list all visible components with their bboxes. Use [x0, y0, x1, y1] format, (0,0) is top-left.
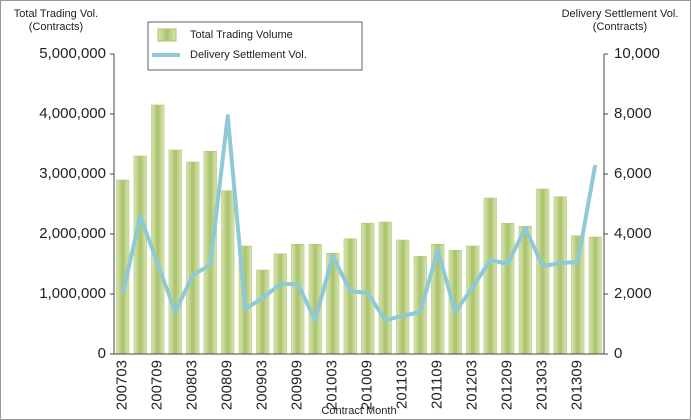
bar	[273, 253, 287, 355]
bar	[466, 245, 480, 355]
y2-tick-label: 2,000	[614, 285, 652, 302]
y-label: Total Trading Vol.	[14, 8, 98, 20]
y2-label: Delivery Settlement Vol.	[562, 8, 679, 20]
bar	[221, 190, 235, 355]
y2-label: (Contracts)	[593, 21, 647, 33]
y-tick-label: 3,000,000	[39, 165, 106, 182]
x-tick-label: 201009	[359, 360, 376, 410]
x-tick-label: 200909	[289, 360, 306, 410]
bar	[588, 236, 602, 355]
bar	[151, 104, 165, 355]
x-tick-label: 201109	[429, 360, 446, 409]
x-tick-label: 200809	[219, 360, 236, 410]
bar	[133, 155, 147, 355]
x-tick-label: 200703	[114, 360, 131, 410]
y2-tick-label: 6,000	[614, 165, 652, 182]
bar	[396, 239, 410, 355]
y-tick-label: 0	[98, 345, 106, 362]
y-tick-label: 4,000,000	[39, 105, 106, 122]
legend-label: Total Trading Volume	[190, 29, 293, 41]
bar	[553, 196, 567, 355]
x-label: Contract Month	[321, 405, 396, 417]
x-tick-label: 201309	[569, 360, 586, 410]
bar	[518, 225, 532, 355]
y2-tick-label: 0	[614, 345, 622, 362]
bar	[186, 161, 200, 355]
x-tick-label: 201003	[324, 360, 341, 410]
y2-tick-label: 8,000	[614, 105, 652, 122]
legend-label: Delivery Settlement Vol.	[190, 49, 307, 61]
x-tick-label: 201209	[499, 360, 516, 410]
bar	[291, 243, 305, 355]
y-tick-label: 1,000,000	[39, 285, 106, 302]
y2-tick-label: 4,000	[614, 225, 652, 242]
y-label: (Contracts)	[29, 21, 83, 33]
legend-box	[147, 21, 363, 71]
x-tick-label: 201203	[464, 360, 481, 410]
bar	[168, 149, 182, 355]
x-tick-label: 200903	[254, 360, 271, 410]
y-tick-label: 5,000,000	[39, 45, 106, 62]
bar	[256, 269, 270, 355]
bar	[361, 222, 375, 355]
bar	[536, 188, 550, 355]
x-tick-label: 200803	[184, 360, 201, 410]
x-tick-label: 200709	[149, 360, 166, 410]
bar	[501, 222, 515, 355]
y2-tick-label: 10,000	[614, 45, 660, 62]
bar	[483, 197, 497, 355]
bar	[378, 221, 392, 355]
y-tick-label: 2,000,000	[39, 225, 106, 242]
legend-swatch	[157, 28, 177, 42]
x-tick-label: 201303	[534, 360, 551, 410]
line	[120, 114, 598, 323]
x-tick-label: 201103	[394, 360, 411, 409]
bar	[343, 238, 357, 355]
